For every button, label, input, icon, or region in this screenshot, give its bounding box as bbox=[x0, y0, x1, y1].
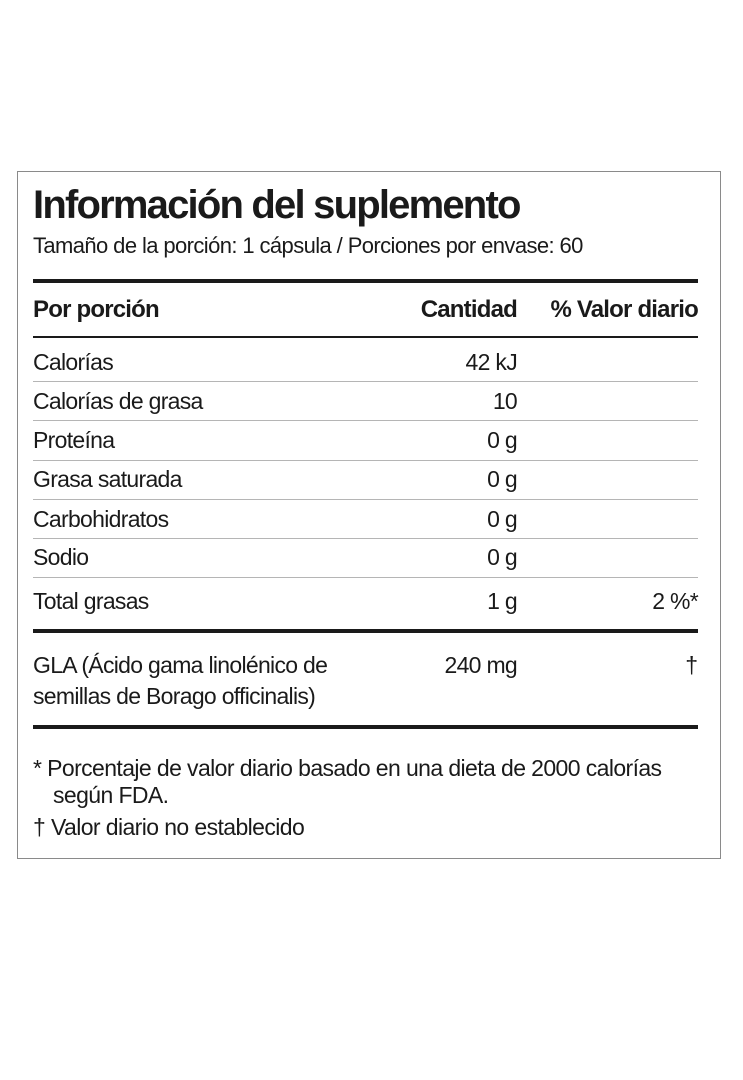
row-divider bbox=[33, 420, 698, 421]
nutrient-name: Calorías bbox=[33, 349, 114, 375]
header-daily-value: % Valor diario bbox=[550, 296, 698, 323]
section-rule bbox=[33, 629, 698, 633]
gla-name: GLA (Ácido gama linolénico de semillas d… bbox=[33, 652, 328, 709]
nutrient-name: Total grasas bbox=[33, 588, 149, 614]
table-row: Sodio 0 g bbox=[33, 538, 698, 577]
nutrient-daily-value: 2 %* bbox=[652, 588, 698, 614]
table-row: Calorías 42 kJ bbox=[33, 343, 698, 382]
table-row: Carbohidratos 0 g bbox=[33, 500, 698, 539]
row-divider bbox=[33, 381, 698, 382]
table-row: Grasa saturada 0 g bbox=[33, 460, 698, 499]
row-divider bbox=[33, 499, 698, 500]
nutrient-amount: 10 bbox=[492, 388, 518, 414]
nutrient-amount: 1 g bbox=[487, 588, 518, 614]
row-divider bbox=[33, 577, 698, 578]
nutrient-amount: 0 g bbox=[487, 466, 518, 492]
footer-rule bbox=[33, 725, 698, 729]
footnote-daily-value-line2: según FDA. bbox=[53, 782, 169, 808]
nutrient-amount: 0 g bbox=[487, 506, 518, 532]
table-row: Proteína 0 g bbox=[33, 421, 698, 460]
nutrient-name: Carbohidratos bbox=[33, 506, 169, 532]
nutrient-name: Sodio bbox=[33, 544, 89, 570]
header-amount: Cantidad bbox=[420, 296, 518, 323]
header-per-serving: Por porción bbox=[33, 296, 160, 323]
footnote-daily-value-line1: * Porcentaje de valor diario basado en u… bbox=[33, 755, 662, 781]
header-bottom-rule bbox=[33, 336, 698, 338]
row-divider bbox=[33, 460, 698, 461]
table-row: Calorías de grasa 10 bbox=[33, 382, 698, 421]
nutrient-amount: 0 g bbox=[487, 544, 518, 570]
serving-info: Tamaño de la porción: 1 cápsula / Porcio… bbox=[33, 233, 583, 258]
footnote-not-established: † Valor diario no establecido bbox=[33, 814, 305, 840]
nutrient-amount: 0 g bbox=[487, 427, 518, 453]
supplement-facts-panel: Información del suplemento Tamaño de la … bbox=[17, 171, 721, 859]
nutrient-name: Grasa saturada bbox=[33, 466, 182, 492]
gla-amount: 240 mg bbox=[444, 652, 517, 678]
header-top-rule bbox=[33, 279, 698, 283]
nutrient-name: Calorías de grasa bbox=[33, 388, 203, 414]
gla-daily-value: † bbox=[685, 652, 698, 678]
footnote-daily-value: * Porcentaje de valor diario basado en u… bbox=[33, 755, 662, 809]
row-divider bbox=[33, 538, 698, 539]
nutrient-name: Proteína bbox=[33, 427, 115, 453]
panel-title: Información del suplemento bbox=[33, 183, 521, 227]
nutrient-amount: 42 kJ bbox=[465, 349, 518, 375]
table-row: Total grasas 1 g 2 %* bbox=[33, 582, 699, 621]
